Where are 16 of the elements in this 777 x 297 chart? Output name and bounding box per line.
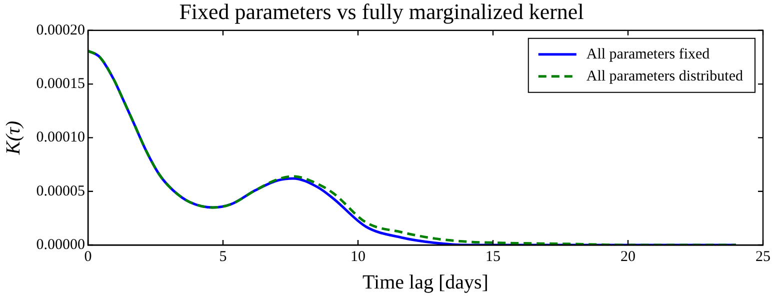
x-tick-label: 5 <box>219 248 227 265</box>
legend-label: All parameters fixed <box>586 46 710 62</box>
y-axis-title: K(τ) <box>2 120 24 156</box>
x-tick-label: 25 <box>756 248 770 265</box>
chart-title: Fixed parameters vs fully marginalized kernel <box>179 0 584 24</box>
legend-label: All parameters distributed <box>586 68 744 84</box>
y-tick-label: 0.00000 <box>36 236 85 253</box>
y-tick-label: 0.00015 <box>36 76 85 92</box>
x-tick-label: 0 <box>84 248 92 265</box>
x-tick-label: 15 <box>486 248 500 265</box>
y-tick-label: 0.00010 <box>36 130 85 146</box>
x-axis-title: Time lag [days] <box>362 271 488 294</box>
x-tick-label: 20 <box>620 248 636 265</box>
y-tick-label: 0.00005 <box>36 183 85 200</box>
x-tick-label: 10 <box>350 248 366 265</box>
y-tick-label: 0.00020 <box>36 22 85 38</box>
